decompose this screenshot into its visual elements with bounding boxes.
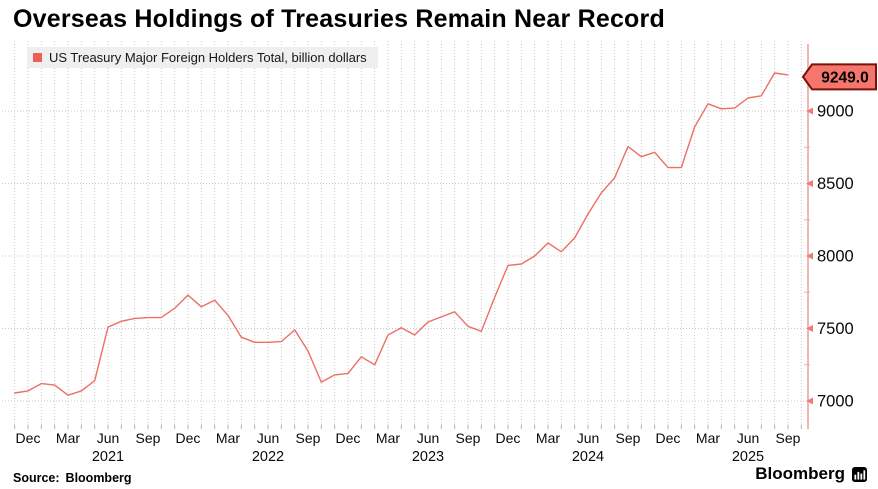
- x-axis-month-label: Dec: [336, 430, 361, 446]
- y-axis-tick-label: 9000: [817, 103, 854, 121]
- x-axis-month-label: Mar: [696, 430, 720, 446]
- y-axis-tick-arrow-icon: [806, 252, 813, 260]
- x-axis-month-label: Sep: [136, 430, 161, 446]
- x-axis-year-label: 2024: [572, 449, 604, 465]
- x-axis-month-label: Sep: [296, 430, 321, 446]
- x-axis-year-label: 2022: [252, 449, 284, 465]
- x-axis-month-label: Dec: [16, 430, 41, 446]
- series-line: [13, 72, 789, 396]
- legend-swatch-icon: [33, 53, 42, 62]
- x-axis-month-label: Dec: [496, 430, 521, 446]
- source-name: Bloomberg: [65, 471, 132, 485]
- x-axis-year-label: 2025: [732, 449, 764, 465]
- x-axis-month-label: Mar: [56, 430, 80, 446]
- x-axis-month-label: Dec: [176, 430, 201, 446]
- x-axis-month-label: Mar: [376, 430, 400, 446]
- x-axis-year-label: 2023: [412, 449, 444, 465]
- y-axis-tick-label: 7000: [817, 393, 854, 411]
- last-value-badge: [801, 63, 877, 91]
- legend: US Treasury Major Foreign Holders Total,…: [27, 47, 378, 68]
- legend-label: US Treasury Major Foreign Holders Total,…: [49, 50, 367, 65]
- bloomberg-brand: Bloomberg: [755, 464, 867, 484]
- x-axis-month-label: Sep: [456, 430, 481, 446]
- y-axis-tick-label: 8500: [817, 175, 854, 193]
- x-axis-month-label: Jun: [417, 430, 440, 446]
- x-axis-month-label: Dec: [656, 430, 681, 446]
- x-axis-year-label: 2021: [92, 449, 124, 465]
- x-axis-month-label: Jun: [257, 430, 280, 446]
- bloomberg-terminal-icon: [852, 466, 867, 482]
- source-note: Source: Bloomberg: [13, 471, 132, 485]
- y-axis-tick-arrow-icon: [806, 325, 813, 332]
- y-axis-tick-arrow-icon: [806, 107, 813, 115]
- bloomberg-wordmark: Bloomberg: [755, 464, 845, 483]
- x-axis-month-label: Jun: [577, 430, 600, 446]
- x-axis-month-label: Mar: [536, 430, 560, 446]
- y-axis-tick-arrow-icon: [806, 397, 813, 405]
- y-axis-tick-arrow-icon: [806, 180, 813, 187]
- source-prefix: Source:: [13, 471, 60, 485]
- chart-title: Overseas Holdings of Treasuries Remain N…: [13, 5, 665, 33]
- x-axis-month-label: Jun: [737, 430, 760, 446]
- x-axis-month-label: Sep: [616, 430, 641, 446]
- x-axis-month-label: Sep: [776, 430, 801, 446]
- x-axis-month-label: Jun: [97, 430, 120, 446]
- y-axis-tick-label: 7500: [817, 320, 854, 338]
- last-value-badge-label: 9249.0: [821, 69, 868, 86]
- y-axis-tick-label: 8000: [817, 248, 854, 266]
- x-axis-month-label: Mar: [216, 430, 240, 446]
